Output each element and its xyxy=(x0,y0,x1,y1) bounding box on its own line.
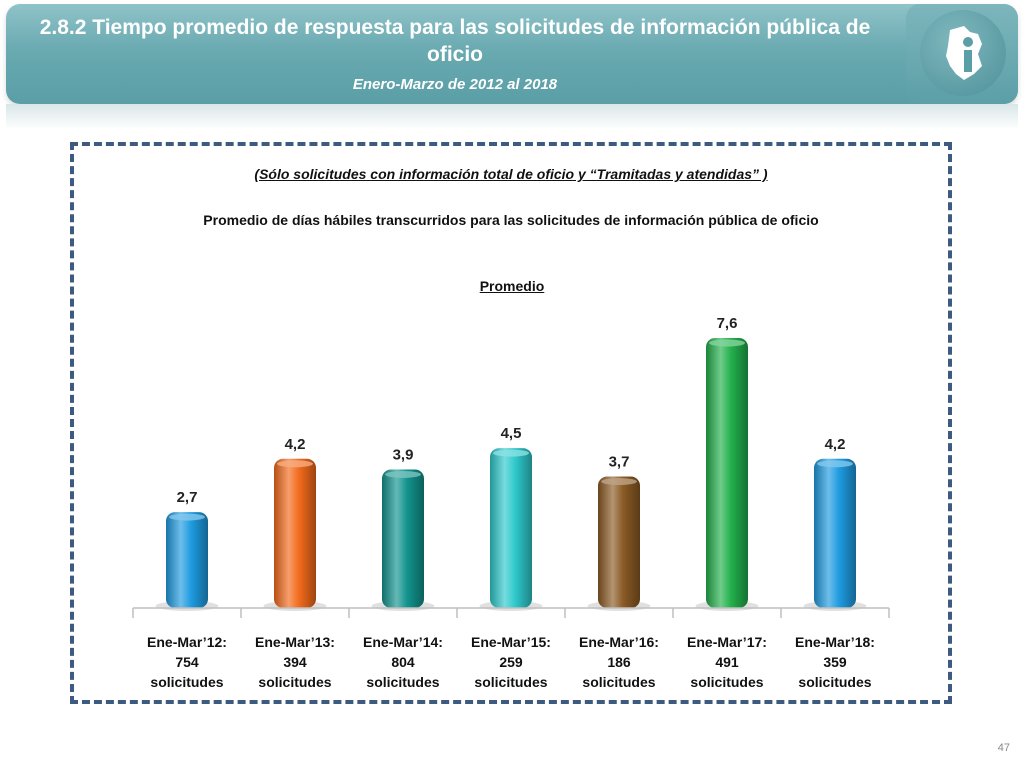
category-label-unit: solicitudes xyxy=(150,674,224,690)
category-label-unit: solicitudes xyxy=(258,674,332,690)
category-label-count: 804 xyxy=(391,654,415,670)
institution-logo xyxy=(906,4,1018,104)
category-label-period: Ene-Mar’17: xyxy=(687,634,767,650)
bar xyxy=(706,338,748,608)
category-label-period: Ene-Mar’13: xyxy=(255,634,335,650)
bar xyxy=(382,469,424,608)
category-label-unit: solicitudes xyxy=(690,674,764,690)
bar-value-label: 4,2 xyxy=(285,436,306,453)
category-label: Ene-Mar’17: 491 solicitudes xyxy=(675,632,779,692)
bar xyxy=(166,512,208,608)
bar-cap xyxy=(709,339,745,347)
page-title: 2.8.2 Tiempo promedio de respuesta para … xyxy=(39,16,871,66)
bar-cap xyxy=(277,460,313,468)
category-label-count: 754 xyxy=(175,654,199,670)
category-label-unit: solicitudes xyxy=(582,674,656,690)
bar xyxy=(274,458,316,608)
bar-value-label: 7,6 xyxy=(717,315,738,332)
bar-cap xyxy=(601,478,637,486)
bar xyxy=(598,476,640,608)
chart-title: Promedio xyxy=(479,278,545,294)
category-label-count: 491 xyxy=(715,654,739,670)
bar xyxy=(490,448,532,608)
page-subtitle: Enero-Marzo de 2012 al 2018 xyxy=(352,76,558,93)
bar-value-label: 3,7 xyxy=(609,454,630,471)
header-banner xyxy=(6,4,1018,104)
category-label-period: Ene-Mar’16: xyxy=(579,634,659,650)
chart-frame xyxy=(70,142,952,704)
category-label-count: 186 xyxy=(607,654,631,670)
category-label: Ene-Mar’15: 259 solicitudes xyxy=(459,632,563,692)
category-label: Ene-Mar’16: 186 solicitudes xyxy=(567,632,671,692)
bar-value-label: 4,5 xyxy=(501,425,522,442)
category-label-unit: solicitudes xyxy=(798,674,872,690)
category-label-count: 394 xyxy=(283,654,307,670)
category-label-period: Ene-Mar’12: xyxy=(147,634,227,650)
bar-cap xyxy=(817,460,853,468)
category-label: Ene-Mar’18: 359 solicitudes xyxy=(783,632,887,692)
category-label: Ene-Mar’12: 754 solicitudes xyxy=(135,632,239,692)
bar-cap xyxy=(169,513,205,521)
category-label: Ene-Mar’14: 804 solicitudes xyxy=(351,632,455,692)
logo-circle xyxy=(920,10,1006,96)
bar-cap xyxy=(493,449,529,457)
bar-value-label: 2,7 xyxy=(177,489,198,506)
chart-note: (Sólo solicitudes con información total … xyxy=(254,166,768,182)
category-label-count: 259 xyxy=(499,654,523,670)
page-number: 47 xyxy=(997,742,1010,754)
category-label: Ene-Mar’13: 394 solicitudes xyxy=(243,632,347,692)
category-label-period: Ene-Mar’15: xyxy=(471,634,551,650)
bar-value-label: 3,9 xyxy=(393,446,414,463)
bar-value-label: 4,2 xyxy=(825,436,846,453)
category-label-unit: solicitudes xyxy=(474,674,548,690)
map-info-icon xyxy=(946,26,982,80)
category-label-period: Ene-Mar’18: xyxy=(795,634,875,650)
chart-heading: Promedio de días hábiles transcurridos p… xyxy=(203,212,819,228)
bar-cap xyxy=(385,470,421,478)
bar xyxy=(814,458,856,608)
category-label-unit: solicitudes xyxy=(366,674,440,690)
category-label-period: Ene-Mar’14: xyxy=(363,634,443,650)
category-label-count: 359 xyxy=(823,654,847,670)
header-shadow xyxy=(6,104,1018,130)
